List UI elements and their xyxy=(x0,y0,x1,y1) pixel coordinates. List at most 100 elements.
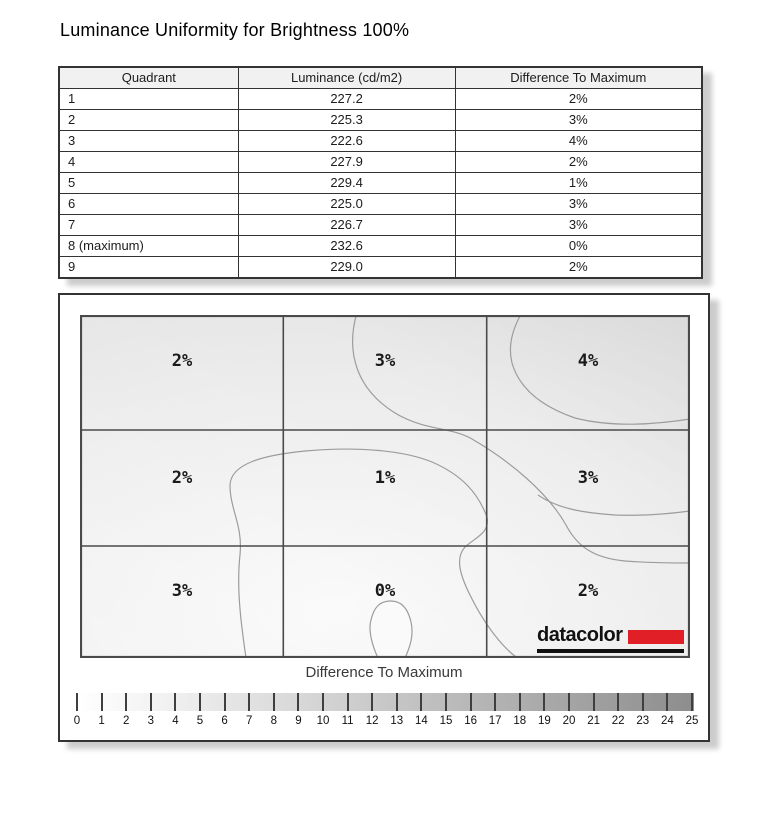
table-cell: 229.0 xyxy=(237,256,456,279)
table-cell: 7 xyxy=(58,214,239,236)
table-cell: 2% xyxy=(454,151,703,173)
column-header: Luminance (cd/m2) xyxy=(237,66,456,89)
colorbar-tick xyxy=(617,693,620,711)
colorbar-tick xyxy=(248,693,251,711)
colorbar-tick xyxy=(223,693,226,711)
colorbar-tick-label: 16 xyxy=(464,715,477,727)
colorbar-tick xyxy=(395,693,398,711)
contour-line xyxy=(537,494,690,516)
colorbar-tick-label: 7 xyxy=(245,715,253,727)
colorbar-tick-label: 5 xyxy=(196,715,204,727)
table-cell: 4% xyxy=(454,130,703,152)
grid-cell-label: 4% xyxy=(578,351,599,371)
colorbar-gradient xyxy=(75,693,694,711)
colorbar-tick xyxy=(149,693,152,711)
colorbar-tick-label: 17 xyxy=(488,715,502,727)
colorbar-tick-label: 19 xyxy=(537,715,551,727)
colorbar-tick-label: 11 xyxy=(341,715,354,727)
grid-background-shade xyxy=(80,315,690,658)
colorbar-tick-label: 8 xyxy=(270,715,277,727)
contour-line xyxy=(509,315,690,425)
colorbar-tick-label: 23 xyxy=(636,715,650,727)
colorbar-title: Difference To Maximum xyxy=(305,664,463,681)
grid-cell-label: 3% xyxy=(172,581,193,601)
colorbar-tick-label: 20 xyxy=(562,715,576,727)
column-header: Difference To Maximum xyxy=(454,66,703,89)
colorbar-tick xyxy=(297,693,300,711)
column-header: Quadrant xyxy=(58,66,239,89)
colorbar-tick xyxy=(346,693,349,711)
colorbar-tick-label: 12 xyxy=(365,715,379,727)
colorbar-tick xyxy=(568,693,570,711)
datacolor-logo-text: datacolor xyxy=(537,624,623,646)
colorbar-tick-label: 13 xyxy=(390,715,404,727)
contour-loop xyxy=(369,600,413,658)
colorbar-tick-label: 4 xyxy=(172,715,179,727)
grid-cell-label: 3% xyxy=(578,468,599,488)
colorbar-tick xyxy=(371,693,374,711)
colorbar-tick-label: 9 xyxy=(295,715,302,727)
colorbar-tick-label: 1 xyxy=(98,715,105,727)
table-body: 1 227.2 2% 2 225.3 3% 3 222.6 4% 4 227.9 2% 5 229.4 1%… xyxy=(58,88,703,279)
colorbar-tick xyxy=(445,693,447,711)
colorbar-tick xyxy=(76,693,78,711)
grid-cell-label: 3% xyxy=(375,351,396,371)
colorbar-tick-label: 10 xyxy=(316,715,330,727)
grid-lines xyxy=(80,315,690,658)
table-row: 1 227.2 2% xyxy=(58,88,703,110)
colorbar-tick-label: 18 xyxy=(513,715,527,727)
table-row: 3 222.6 4% xyxy=(58,130,703,152)
grid-cell-labels: 2% 3% 4% 2% 1% 3% 3% 0% 2% xyxy=(172,351,599,601)
colorbar-tick-label: 6 xyxy=(221,715,228,727)
table-row: 7 226.7 3% xyxy=(58,214,703,236)
colorbar-tick-label: 15 xyxy=(439,715,453,727)
colorbar-tick xyxy=(494,693,497,711)
colorbar-tick-label: 25 xyxy=(685,715,699,727)
table-cell: 227.2 xyxy=(237,88,456,110)
colorbar-tick xyxy=(100,693,103,711)
table-cell: 226.7 xyxy=(237,214,456,236)
table-cell: 2% xyxy=(454,256,703,279)
table-cell: 8 (maximum) xyxy=(58,235,239,257)
table-row: 4 227.9 2% xyxy=(58,151,703,173)
table-cell: 229.4 xyxy=(237,172,456,194)
table-cell: 227.9 xyxy=(237,151,456,173)
colorbar-tick xyxy=(174,693,177,711)
table-cell: 1 xyxy=(58,88,239,110)
table-row: 6 225.0 3% xyxy=(58,193,703,215)
table-cell: 5 xyxy=(58,172,239,194)
grid-cell-label: 2% xyxy=(578,581,599,601)
table-row: 5 229.4 1% xyxy=(58,172,703,194)
colorbar-tick xyxy=(592,693,595,711)
table-cell: 232.6 xyxy=(237,235,456,257)
colorbar-tick-label: 21 xyxy=(587,715,600,727)
table-cell: 3% xyxy=(454,109,703,131)
uniformity-grid-figure: 2% 3% 4% 2% 1% 3% 3% 0% 2% xyxy=(80,315,690,658)
table-cell: 0% xyxy=(454,235,703,257)
contour-line xyxy=(352,315,690,564)
uniformity-table-container: Quadrant Luminance (cd/m2) Difference To M… xyxy=(58,66,703,279)
table-cell: 2% xyxy=(454,88,703,110)
table-cell: 1% xyxy=(454,172,703,194)
colorbar-tick xyxy=(199,693,201,711)
datacolor-logo: datacolor xyxy=(537,622,684,653)
colorbar-tick-label: 2 xyxy=(122,715,130,727)
table-cell: 9 xyxy=(58,256,239,279)
colorbar-tick xyxy=(322,693,324,711)
table-cell: 3% xyxy=(454,214,703,236)
colorbar-tick-label: 14 xyxy=(414,715,428,727)
colorbar-tick xyxy=(469,693,472,711)
colorbar-tick xyxy=(125,693,128,711)
colorbar-tick-label: 0 xyxy=(73,715,81,727)
colorbar-tick xyxy=(420,693,423,711)
contour-lines xyxy=(229,315,690,658)
colorbar-tick xyxy=(641,693,644,711)
table-cell: 225.0 xyxy=(237,193,456,215)
uniformity-panel: 2% 3% 4% 2% 1% 3% 3% 0% 2% datacolor Dif… xyxy=(58,293,710,742)
table-cell: 3 xyxy=(58,130,239,152)
colorbar-tick xyxy=(666,693,669,711)
table-cell: 4 xyxy=(58,151,239,173)
grid-cell-label: 2% xyxy=(172,468,193,488)
table-cell: 225.3 xyxy=(237,109,456,131)
